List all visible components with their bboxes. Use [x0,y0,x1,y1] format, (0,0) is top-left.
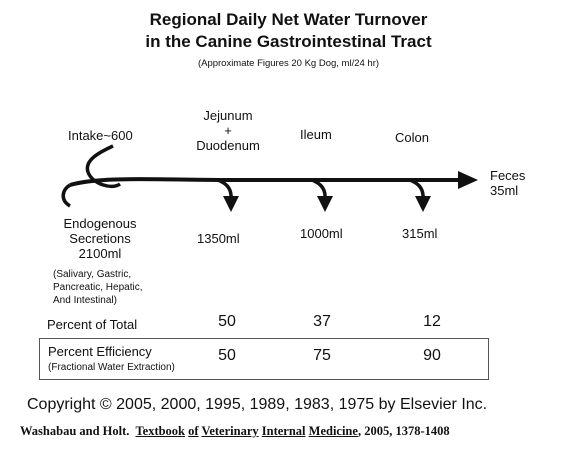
percent-total-colon: 12 [423,313,441,330]
feces-line-2: 35ml [490,183,519,198]
citation-word-2: of [188,424,199,438]
citation-word-1: Textbook [135,424,186,438]
citation-rest: , 2005, 1378-1408 [357,424,450,438]
title-line-1: Regional Daily Net Water Turnover [149,10,428,29]
title-line-2: in the Canine Gastrointestinal Tract [145,32,432,51]
endogenous-line-2: Secretions [69,231,131,246]
citation-word-3: Veterinary [201,424,259,438]
endogenous-line-3: 2100ml [78,246,122,261]
flow-arrowhead [458,171,478,189]
percent-efficiency-jejunum: 50 [218,347,236,364]
feces-label: Feces 35ml [490,168,525,198]
endogenous-detail-line-2: Pancreatic, Hepatic, [53,282,143,293]
segment-jejunum-line-2: + [224,123,232,138]
segment-colon: Colon [395,130,429,145]
endogenous-detail-line-3: And Intestinal) [53,295,117,306]
citation-word-5: Medicine [308,424,358,438]
citation-authors: Washabau and Holt. [20,424,130,438]
feces-line-1: Feces [490,168,526,183]
copyright-text: Copyright © 2005, 2000, 1995, 1989, 1983… [27,396,488,413]
absorbed-colon: 315ml [402,226,438,241]
segment-jejunum-line-1: Jejunum [203,108,253,123]
intake-label: Intake~600 [68,128,133,143]
percent-efficiency-box [39,338,489,380]
percent-efficiency-label: Percent Efficiency [48,344,152,359]
gi-tract-flow-line [69,177,462,187]
endogenous-line-1: Endogenous [63,216,137,231]
percent-total-ileum: 37 [313,313,331,330]
percent-efficiency-colon: 90 [423,347,441,364]
endogenous-detail: (Salivary, Gastric, Pancreatic, Hepatic,… [53,268,143,307]
segment-jejunum-duodenum: Jejunum + Duodenum [188,108,268,153]
citation-word-4: Internal [261,424,306,438]
percent-efficiency-ileum: 75 [313,347,331,364]
absorbed-jejunum-duodenum: 1350ml [197,231,240,246]
citation: Washabau and Holt. Textbook of Veterinar… [20,424,450,439]
endogenous-detail-line-1: (Salivary, Gastric, [53,269,132,280]
endogenous-secretions: Endogenous Secretions 2100ml [50,216,150,261]
absorbed-ileum: 1000ml [300,226,343,241]
absorption-arrowhead-colon [415,196,431,212]
segment-ileum: Ileum [300,127,332,142]
subtitle: (Approximate Figures 20 Kg Dog, ml/24 hr… [197,58,380,69]
absorption-arrowhead-ileum [317,196,333,212]
percent-total-label: Percent of Total [47,317,138,332]
percent-efficiency-sublabel: (Fractional Water Extraction) [48,362,175,373]
percent-total-jejunum: 50 [218,313,236,330]
absorption-arrowhead-jejunum [223,196,239,212]
segment-jejunum-line-3: Duodenum [196,138,260,153]
intake-curve [85,144,122,189]
endogenous-curve [61,183,72,208]
